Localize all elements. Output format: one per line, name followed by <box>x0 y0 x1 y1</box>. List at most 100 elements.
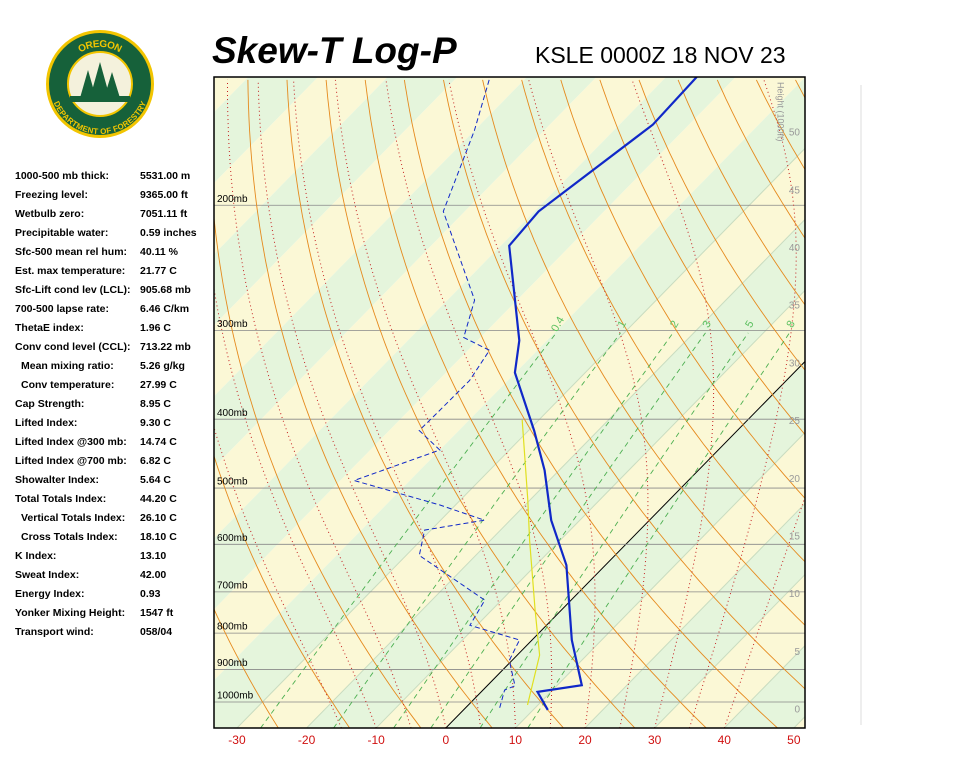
dry-adiabat <box>286 79 564 728</box>
isotherm <box>654 573 805 728</box>
dry-adiabat <box>835 80 960 728</box>
index-label: Cross Totals Index: <box>21 531 118 543</box>
index-label: Cap Strength: <box>15 398 84 410</box>
index-value: 6.82 C <box>140 455 171 467</box>
dry-adiabat <box>247 79 493 728</box>
x-tick-label: -30 <box>228 733 246 747</box>
y2-tick-label: 10 <box>789 589 801 600</box>
index-label: Precipitable water: <box>15 227 108 239</box>
y-tick-label: 600mb <box>217 533 248 544</box>
x-tick-label: 0 <box>442 733 449 747</box>
dry-adiabat <box>364 79 707 728</box>
isotherm-band <box>214 77 597 468</box>
isotherm-band <box>214 77 319 184</box>
y-tick-label: 500mb <box>217 477 248 488</box>
index-label: Energy Index: <box>15 588 84 600</box>
isotherm <box>584 502 805 728</box>
index-label: Est. max temperature: <box>15 265 125 277</box>
index-label: K Index: <box>15 550 56 562</box>
isotherm <box>306 218 805 728</box>
index-label: 1000-500 mb thick: <box>15 170 109 182</box>
index-label: Sfc-500 mean rel hum: <box>15 246 127 258</box>
dry-adiabat <box>913 80 960 728</box>
index-value: 13.10 <box>140 550 166 562</box>
dry-adiabat <box>214 214 422 728</box>
index-value: 8.95 C <box>140 398 171 410</box>
index-value: 6.46 C/km <box>140 303 189 315</box>
index-label: Transport wind: <box>15 626 94 638</box>
index-value: 058/04 <box>140 626 172 638</box>
mixing-ratio-label: 8 <box>784 319 797 330</box>
y2-tick-label: 15 <box>789 532 801 543</box>
moist-adiabat <box>257 79 447 728</box>
dry-adiabat <box>874 80 960 728</box>
profile-line <box>352 77 521 708</box>
mixing-ratio-line <box>260 332 557 728</box>
dry-adiabat <box>638 79 805 371</box>
index-value: 905.68 mb <box>140 284 191 296</box>
dry-adiabat <box>443 79 805 690</box>
dry-adiabat <box>403 79 778 728</box>
x-tick-label: -10 <box>368 733 386 747</box>
isotherm-band <box>863 77 960 728</box>
index-value: 18.10 C <box>140 531 177 543</box>
profile-line <box>508 77 698 711</box>
y-tick-label: 700mb <box>217 581 248 592</box>
index-label: Sweat Index: <box>15 569 79 581</box>
index-value: 0.93 <box>140 588 161 600</box>
x-tick-label: 20 <box>578 733 592 747</box>
dry-adiabat <box>599 79 805 436</box>
mixing-ratio-line <box>430 332 706 728</box>
y2-tick-label: 45 <box>789 185 801 196</box>
index-label: Wetbulb zero: <box>15 208 84 220</box>
index-value: 5.64 C <box>140 474 171 486</box>
mixing-ratio-label: 2 <box>668 319 681 330</box>
dry-adiabat <box>560 79 805 499</box>
mixing-ratio-label: 5 <box>743 319 756 330</box>
index-value: 9365.00 ft <box>140 189 188 201</box>
index-value: 1.96 C <box>140 322 171 334</box>
moist-adiabat <box>385 79 553 728</box>
y2-tick-label: 35 <box>789 301 801 312</box>
x-tick-label: 40 <box>718 733 732 747</box>
index-label: Lifted Index @300 mb: <box>15 436 127 448</box>
index-label: Lifted Index @700 mb: <box>15 455 127 467</box>
isotherm-band <box>214 77 249 113</box>
mixing-ratio-line <box>527 332 790 728</box>
index-value: 42.00 <box>140 569 166 581</box>
index-value: 21.77 C <box>140 265 177 277</box>
moist-adiabat <box>227 79 412 728</box>
chart-subtitle: KSLE 0000Z 18 NOV 23 <box>535 42 786 68</box>
index-value: 0.59 inches <box>140 227 197 239</box>
index-value: 14.74 C <box>140 436 177 448</box>
chart-title: Skew-T Log-P <box>212 30 457 71</box>
logo-top: OREGON <box>76 38 123 54</box>
mixing-ratio-line <box>479 332 749 728</box>
index-value: 7051.11 ft <box>140 208 188 220</box>
y2-axis-label: Height (1000ft) <box>776 82 786 142</box>
index-label: Freezing level: <box>15 189 88 201</box>
indices-panel: 1000-500 mb thick: 5531.00 m Freezing leve… <box>15 170 197 638</box>
dry-adiabat <box>214 608 279 728</box>
y-tick-label: 400mb <box>217 408 248 419</box>
mixing-ratio-label: 3 <box>700 319 713 330</box>
dry-adiabat <box>325 79 636 728</box>
index-value: 27.99 C <box>140 379 177 391</box>
mixing-ratio-line <box>333 332 621 728</box>
moist-adiabat <box>448 79 596 728</box>
x-tick-label: 30 <box>648 733 662 747</box>
index-value: 44.20 C <box>140 493 177 505</box>
index-label: Lifted Index: <box>15 417 77 429</box>
index-label: Showalter Index: <box>15 474 99 486</box>
logo-top-text: OREGON <box>76 38 123 54</box>
index-value: 26.10 C <box>140 512 177 524</box>
isotherm <box>236 147 805 728</box>
index-label: Yonker Mixing Height: <box>15 607 125 619</box>
y2-tick-label: 40 <box>789 243 801 254</box>
x-tick-label: 10 <box>509 733 523 747</box>
index-label: Total Totals Index: <box>15 493 106 505</box>
y2-tick-label: 25 <box>789 416 801 427</box>
x-tick-label: -20 <box>298 733 316 747</box>
y-tick-label: 1000mb <box>217 691 254 702</box>
